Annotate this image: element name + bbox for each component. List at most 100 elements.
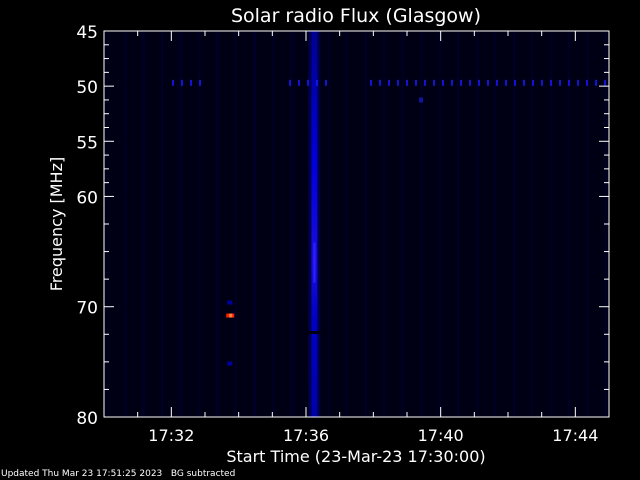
background-streak <box>458 32 459 416</box>
interference-dash <box>550 79 552 86</box>
x-axis-label: Start Time (23-Mar-23 17:30:00) <box>226 447 485 466</box>
background-streak <box>124 32 125 416</box>
background-streak <box>440 32 441 416</box>
background-streak <box>142 32 143 416</box>
interference-dash <box>289 79 291 86</box>
x-tick-label: 17:32 <box>148 426 194 445</box>
background-streak <box>477 32 478 416</box>
background-streak <box>199 32 200 416</box>
interference-dash <box>298 79 300 86</box>
interference-dash <box>433 79 435 86</box>
background-streak <box>254 32 255 416</box>
background-streak <box>365 32 366 416</box>
background-streak <box>329 32 330 416</box>
y-tick-label: 50 <box>76 78 98 98</box>
bg-subtracted-note: BG subtracted <box>170 469 236 479</box>
x-tick-label: 17:40 <box>418 426 464 445</box>
interference-dash <box>415 79 417 86</box>
interference-dash <box>388 79 390 86</box>
interference-dash <box>595 79 597 86</box>
background-streak <box>383 32 384 416</box>
background-streak <box>514 32 515 416</box>
data-gap <box>306 330 323 334</box>
interference-dash <box>406 79 408 86</box>
background-streak <box>420 32 421 416</box>
interference-dash <box>532 79 534 86</box>
background-streak <box>495 32 496 416</box>
background-streak <box>143 32 144 416</box>
background-streak <box>216 32 217 416</box>
interference-dash <box>604 79 606 86</box>
interference-dash <box>478 79 480 86</box>
background-streak <box>198 32 199 416</box>
y-tick-label: 70 <box>76 299 98 319</box>
x-tick-label: 17:44 <box>552 426 598 445</box>
interference-dash <box>541 79 543 86</box>
spot <box>419 97 424 103</box>
background-streak <box>272 32 273 416</box>
background-streak <box>531 32 532 416</box>
background-streak <box>180 32 181 416</box>
background-streak <box>162 32 163 416</box>
interference-dash <box>451 79 453 86</box>
background-streak <box>476 32 477 416</box>
interference-dash <box>316 79 318 86</box>
background-streak <box>181 32 182 416</box>
background-streak <box>550 32 551 416</box>
background-streak <box>292 32 293 416</box>
interference-dash <box>190 79 192 86</box>
background-streak <box>347 32 348 416</box>
plot-background <box>104 31 609 417</box>
background-streak <box>439 32 440 416</box>
y-axis-label: Frequency [MHz] <box>47 157 66 291</box>
interference-dash <box>487 79 489 86</box>
spot-echo <box>227 361 233 366</box>
y-tick-label: 80 <box>76 409 98 429</box>
background-streak <box>587 32 588 416</box>
background-streak <box>161 32 162 416</box>
interference-dash <box>568 79 570 86</box>
background-streak <box>144 32 145 416</box>
background-streak <box>569 32 570 416</box>
x-tick-label: 17:36 <box>283 426 329 445</box>
interference-dash <box>514 79 516 86</box>
background-streak <box>568 32 569 416</box>
interference-dash <box>424 79 426 86</box>
interference-dash <box>523 79 525 86</box>
background-streak <box>457 32 458 416</box>
background-streak <box>179 32 180 416</box>
background-streak <box>513 32 514 416</box>
background-streak <box>384 32 385 416</box>
interference-dash <box>469 79 471 86</box>
footer: Updated Thu Mar 23 17:51:25 2023 BG subt… <box>1 469 235 479</box>
y-tick-label: 45 <box>76 23 98 43</box>
background-streak <box>421 32 422 416</box>
interference-dash <box>496 79 498 86</box>
background-streak <box>253 32 254 416</box>
background-streak <box>494 32 495 416</box>
interference-dash <box>325 79 327 86</box>
interference-dash <box>307 79 309 86</box>
interference-dash <box>442 79 444 86</box>
y-tick-label: 60 <box>76 188 98 208</box>
background-streak <box>218 32 219 416</box>
interference-dash <box>460 79 462 86</box>
background-streak <box>346 32 347 416</box>
interference-dash <box>505 79 507 86</box>
updated-timestamp: Updated Thu Mar 23 17:51:25 2023 <box>1 469 163 479</box>
interference-dash <box>370 79 372 86</box>
background-streak <box>328 32 329 416</box>
background-streak <box>236 32 237 416</box>
interference-dash <box>199 79 201 86</box>
interference-dash <box>397 79 399 86</box>
background-streak <box>366 32 367 416</box>
interference-dash <box>586 79 588 86</box>
interference-dash <box>379 79 381 86</box>
burst-peak <box>313 242 316 283</box>
y-tick-label: 55 <box>76 133 98 153</box>
background-streak <box>532 32 533 416</box>
chart-title: Solar radio Flux (Glasgow) <box>231 5 481 27</box>
background-streak <box>403 32 404 416</box>
background-streak <box>588 32 589 416</box>
